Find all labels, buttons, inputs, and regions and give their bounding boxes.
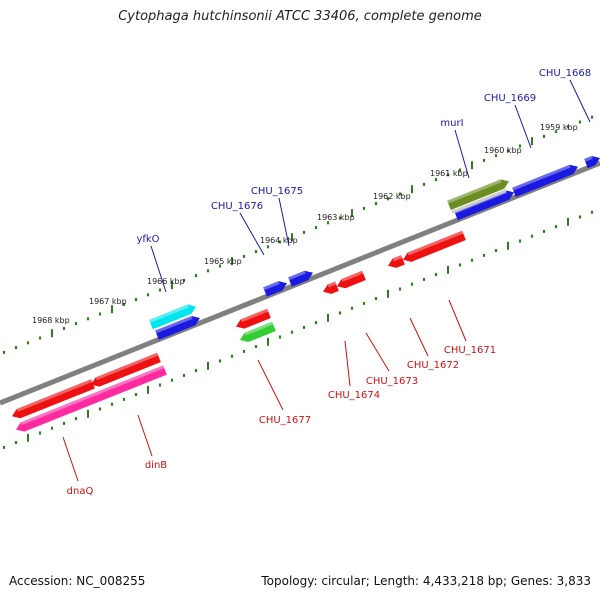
gene-features: [10, 153, 600, 434]
gene-feature-green[interactable]: [238, 321, 276, 345]
gene-chu-1673-highlight: [341, 270, 364, 282]
gene-chu-1671-highlight: [407, 230, 464, 256]
kbp-tick-label: 1962 kbp: [373, 192, 411, 201]
kbp-tick-label: 1967 kbp: [89, 297, 127, 306]
gene-feature-cyan-highlight: [149, 304, 189, 323]
gene-chu-1671-leader: [448, 299, 467, 342]
gene-chu-1677-leader: [257, 359, 284, 411]
gene-chu-1676-highlight: [263, 281, 280, 291]
gene-chu-1677[interactable]: [234, 308, 271, 331]
gene-yfko[interactable]: [155, 313, 202, 340]
kbp-tick-label: 1960 kbp: [484, 146, 522, 155]
gene-chu-1677-body: [236, 308, 271, 329]
gene-chu-1672-highlight: [392, 255, 403, 262]
gene-chu-1676-body: [263, 281, 288, 297]
gene-feature-olive-body: [447, 179, 510, 211]
gene-chu-1669-label[interactable]: CHU_1669: [484, 93, 536, 104]
gene-labels: CHU_1668 CHU_1669 murI CHU_1675 CHU_1676 yfkO…: [62, 68, 591, 497]
gene-chu-1671-label[interactable]: CHU_1671: [444, 345, 496, 356]
gene-chu-1677-highlight: [240, 308, 269, 323]
gene-chu-1674[interactable]: [321, 281, 339, 297]
gene-dinb-label[interactable]: dinB: [145, 460, 167, 471]
gene-dinb-highlight: [95, 352, 159, 381]
gene-chu-1676[interactable]: [263, 279, 289, 297]
kbp-tick-labels: 1959 kbp 1960 kbp 1961 kbp 1962 kbp 1963 kbp…: [32, 123, 578, 325]
gene-shadow: [451, 189, 507, 214]
gene-chu-1668-highlight: [584, 155, 593, 162]
gene-chu-1673-leader: [365, 332, 390, 372]
kbp-tick-label: 1959 kbp: [540, 123, 578, 132]
gene-dnaq-body: [12, 379, 95, 419]
gene-yfko-highlight: [155, 315, 193, 334]
gene-chu-1673[interactable]: [335, 270, 366, 291]
tick-dots-forward: [2, 115, 594, 354]
gene-feature-green-body: [240, 321, 276, 343]
tick-dots-reverse: [2, 210, 594, 449]
gene-chu-1669[interactable]: [512, 162, 580, 198]
gene-feature-pink-body: [16, 365, 167, 432]
gene-dinb[interactable]: [89, 352, 161, 389]
gene-dnaq-label[interactable]: dnaQ: [67, 486, 94, 497]
gene-dinb-leader: [137, 414, 153, 457]
gene-chu-1675-label[interactable]: CHU_1675: [251, 186, 303, 197]
gene-yfko-label[interactable]: yfkO: [136, 234, 159, 245]
gene-chu-1672[interactable]: [386, 255, 405, 270]
gene-dnaq[interactable]: [10, 379, 95, 421]
gene-chu-1668-label[interactable]: CHU_1668: [539, 68, 591, 79]
gene-yfko-body: [155, 315, 200, 340]
gene-chu-1675[interactable]: [288, 268, 315, 287]
gene-chu-1677-label[interactable]: CHU_1677: [259, 415, 311, 426]
gene-chu-1674-label[interactable]: CHU_1674: [328, 390, 380, 401]
kbp-tick-label: 1966 kbp: [147, 277, 185, 286]
kbp-tick-label: 1963 kbp: [317, 213, 355, 222]
kbp-tick-label: 1965 kbp: [204, 257, 242, 266]
gene-dnaq-leader: [62, 436, 79, 482]
gene-chu-1674-highlight: [327, 281, 337, 288]
gene-feature-pink-highlight: [20, 365, 165, 426]
kbp-tick-label: 1961 kbp: [430, 169, 468, 178]
gene-chu-1674-body: [323, 281, 339, 294]
kbp-tick-label: 1964 kbp: [260, 236, 298, 245]
gene-chu-1668-leader: [569, 79, 591, 123]
gene-dinb-body: [91, 352, 161, 387]
gene-chu-1672-body: [388, 255, 405, 268]
gene-feature-olive[interactable]: [447, 177, 511, 211]
gene-chu-1672-leader: [409, 317, 429, 357]
gene-chu-1669-highlight: [512, 164, 571, 191]
gene-chu-1675-body: [288, 270, 314, 287]
gene-muri-leader: [454, 129, 470, 179]
kbp-tick-label: 1968 kbp: [32, 316, 70, 325]
gene-dnaq-highlight: [16, 379, 93, 412]
gene-chu-1673-label[interactable]: CHU_1673: [366, 376, 418, 387]
gene-chu-1676-leader: [239, 212, 265, 256]
gene-feature-pink[interactable]: [14, 365, 167, 434]
gene-muri-body: [454, 190, 514, 221]
gene-feature-olive-highlight: [447, 179, 502, 204]
gene-chu-1675-highlight: [288, 270, 306, 281]
gene-feature-green-highlight: [244, 321, 274, 336]
gene-chu-1668-body: [584, 155, 600, 169]
accession-text: Accession: NC_008255: [9, 574, 146, 588]
gene-feature-cyan[interactable]: [149, 302, 198, 330]
gene-chu-1672-label[interactable]: CHU_1672: [407, 360, 459, 371]
gene-chu-1669-leader: [514, 104, 532, 149]
gene-chu-1675-leader: [278, 197, 290, 247]
gene-chu-1671[interactable]: [401, 230, 466, 265]
gene-chu-1674-leader: [344, 340, 351, 387]
gene-chu-1673-body: [337, 270, 366, 289]
gene-chu-1676-label[interactable]: CHU_1676: [211, 201, 263, 212]
gene-feature-cyan-body: [149, 304, 197, 330]
map-title: Cytophaga hutchinsonii ATCC 33406, compl…: [118, 9, 482, 24]
gene-yfko-leader: [150, 245, 167, 293]
genome-summary-text: Topology: circular; Length: 4,433,218 bp…: [261, 574, 591, 588]
gene-chu-1669-body: [512, 164, 578, 198]
gene-muri-label[interactable]: murI: [440, 118, 463, 129]
gene-chu-1671-body: [403, 230, 466, 262]
gene-chu-1668[interactable]: [584, 153, 600, 169]
